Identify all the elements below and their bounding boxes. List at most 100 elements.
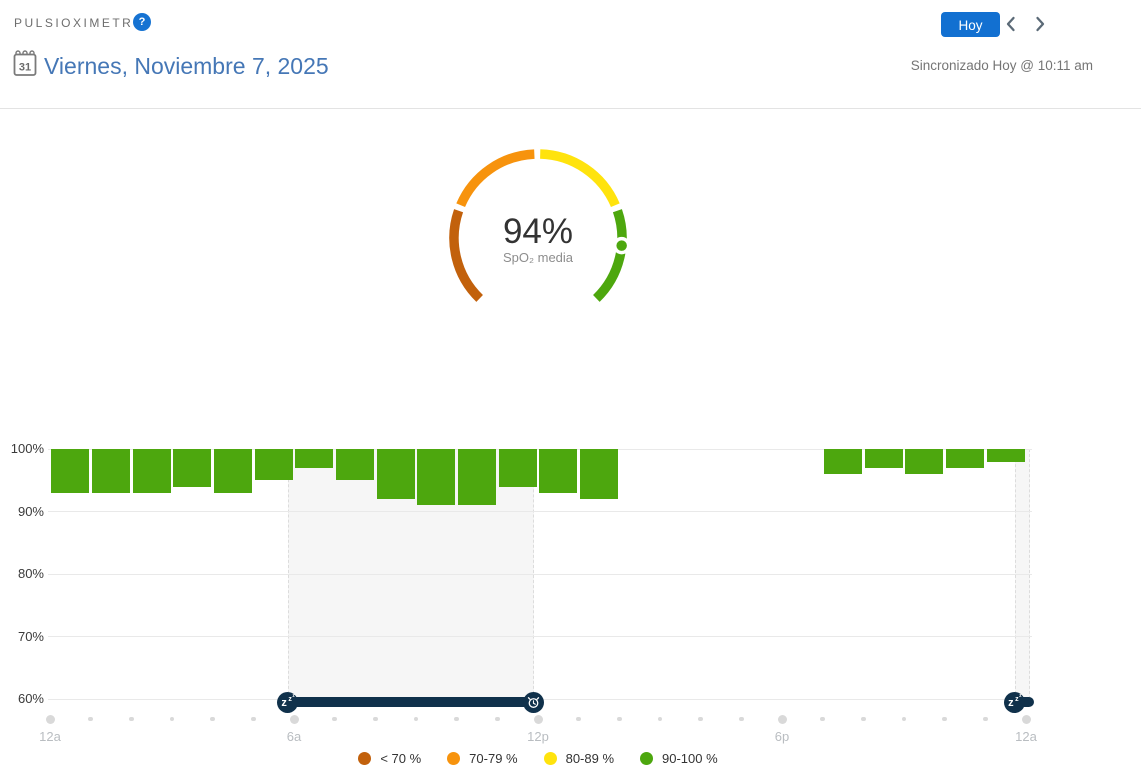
previous-day-button[interactable]: [999, 13, 1023, 37]
x-axis-minor-dot: [739, 716, 744, 722]
x-axis-label: 6p: [774, 729, 790, 744]
legend-dot-icon: [543, 752, 557, 765]
y-axis-label: 90%: [17, 503, 44, 519]
legend-dot-icon: [640, 752, 654, 765]
gridline: [48, 636, 1032, 637]
spo2-bar-hour-11[interactable]: [498, 449, 537, 487]
legend-item: 90-100 %: [640, 751, 718, 766]
x-axis-minor-dot: [413, 716, 419, 722]
legend-item: 80-89 %: [543, 751, 615, 766]
gauge-value-dot: [612, 236, 631, 255]
zzz-glyph: z: [288, 696, 292, 703]
spo2-bar-hour-19[interactable]: [823, 449, 863, 474]
x-axis-minor-dot: [942, 716, 947, 722]
x-axis-label: 12a: [39, 729, 61, 744]
help-icon[interactable]: ?: [133, 13, 151, 31]
x-axis-minor-dot: [576, 716, 581, 722]
calendar-day-number: 31: [19, 62, 31, 74]
x-axis-minor-dot: [983, 716, 988, 722]
legend-label: 80-89 %: [565, 751, 615, 766]
gauge-segment-80-89: [539, 149, 620, 208]
today-button[interactable]: Hoy: [941, 12, 1000, 37]
spo2-bar-hour-0[interactable]: [51, 449, 90, 493]
calendar-icon: 31: [13, 50, 37, 82]
legend-dot-icon: [447, 752, 461, 765]
chart-legend: < 70 % 70-79 % 80-89 % 90-100 %: [50, 751, 1026, 766]
x-axis-minor-dot: [169, 716, 175, 722]
x-axis-minor-dot: [251, 716, 256, 722]
gridline: [48, 511, 1032, 512]
y-axis-label: 100%: [10, 441, 44, 456]
y-axis-label: 60%: [17, 691, 44, 706]
y-axis-label: 70%: [17, 628, 44, 644]
gauge-segment-lt-70: [449, 209, 484, 302]
next-day-button[interactable]: [1028, 13, 1052, 37]
y-axis-label: 80%: [17, 566, 44, 581]
gridline: [48, 573, 1032, 575]
spo2-bar-hour-8[interactable]: [376, 449, 415, 499]
spo2-bar-hour-23[interactable]: [986, 449, 1025, 462]
spo2-bar-hour-10[interactable]: [457, 449, 497, 506]
x-axis-minor-dot: [820, 716, 825, 722]
x-axis-label: 12p: [527, 729, 549, 744]
gauge-segment-90-100: [592, 209, 627, 302]
x-axis-minor-dot: [332, 716, 337, 722]
spo2-bar-hour-2[interactable]: [132, 449, 171, 493]
x-axis-major-dot: [533, 714, 543, 724]
legend-label: < 70 %: [380, 751, 422, 766]
x-axis-label: 12a: [1015, 729, 1037, 744]
x-axis-minor-dot: [861, 716, 866, 722]
spo2-bar-hour-22[interactable]: [945, 449, 985, 468]
x-axis-minor-dot: [901, 716, 907, 722]
x-axis-minor-dot: [373, 716, 378, 722]
spo2-bar-hour-12[interactable]: [539, 449, 578, 493]
spo2-bar-hour-4[interactable]: [213, 449, 253, 493]
x-axis-minor-dot: [657, 716, 663, 722]
x-axis-major-dot: [45, 714, 55, 724]
date-picker-button[interactable]: 31 Viernes, Noviembre 7, 2025: [13, 50, 329, 82]
spo2-bar-hour-20[interactable]: [864, 449, 903, 468]
x-axis-minor-dot: [495, 716, 500, 722]
spo2-bar-hour-9[interactable]: [417, 449, 456, 506]
sync-status: Sincronizado Hoy @ 10:11 am: [910, 58, 1093, 73]
page-header: PULSIOXIMETRÍA ? Hoy 31 Vie: [0, 0, 1141, 109]
gauge-value: 94%: [502, 212, 574, 251]
x-axis-minor-dot: [454, 716, 459, 722]
spo2-gauge: [449, 149, 631, 302]
zzz-glyph: z: [1008, 697, 1014, 709]
legend-dot-icon: [358, 752, 372, 765]
legend-label: 90-100 %: [662, 751, 718, 766]
chevron-right-icon: [1033, 16, 1047, 35]
current-date-label: Viernes, Noviembre 7, 2025: [44, 52, 329, 79]
zzz-glyph: z: [1019, 693, 1022, 699]
alarm-clock-icon[interactable]: [523, 692, 545, 713]
spo2-bar-hour-7[interactable]: [335, 449, 375, 481]
x-axis-major-dot: [289, 714, 299, 724]
x-axis-label: 6a: [286, 729, 302, 744]
gauge-caption: SpO₂ media: [502, 250, 574, 265]
spo2-bar-hour-21[interactable]: [905, 449, 944, 474]
sleep-duration-bar[interactable]: [281, 697, 540, 707]
spo2-bar-hour-13[interactable]: [579, 449, 619, 499]
spo2-bar-hour-1[interactable]: [91, 449, 131, 493]
zzz-glyph: z: [281, 697, 287, 709]
chevron-left-icon: [1004, 16, 1018, 35]
spo2-bar-hour-3[interactable]: [173, 449, 212, 487]
legend-item: < 70 %: [358, 751, 421, 766]
x-axis-major-dot: [1021, 714, 1031, 724]
x-axis-minor-dot: [129, 716, 134, 722]
zzz-glyph: z: [292, 693, 295, 699]
page-title: PULSIOXIMETRÍA: [14, 16, 150, 30]
x-axis-minor-dot: [210, 716, 215, 722]
x-axis-minor-dot: [698, 716, 703, 722]
x-axis-major-dot: [777, 714, 787, 724]
spo2-bar-hour-6[interactable]: [295, 449, 334, 468]
legend-label: 70-79 %: [469, 751, 518, 766]
gauge-segment-70-79: [456, 149, 535, 208]
x-axis-minor-dot: [617, 716, 622, 722]
spo2-bar-hour-5[interactable]: [254, 449, 293, 481]
